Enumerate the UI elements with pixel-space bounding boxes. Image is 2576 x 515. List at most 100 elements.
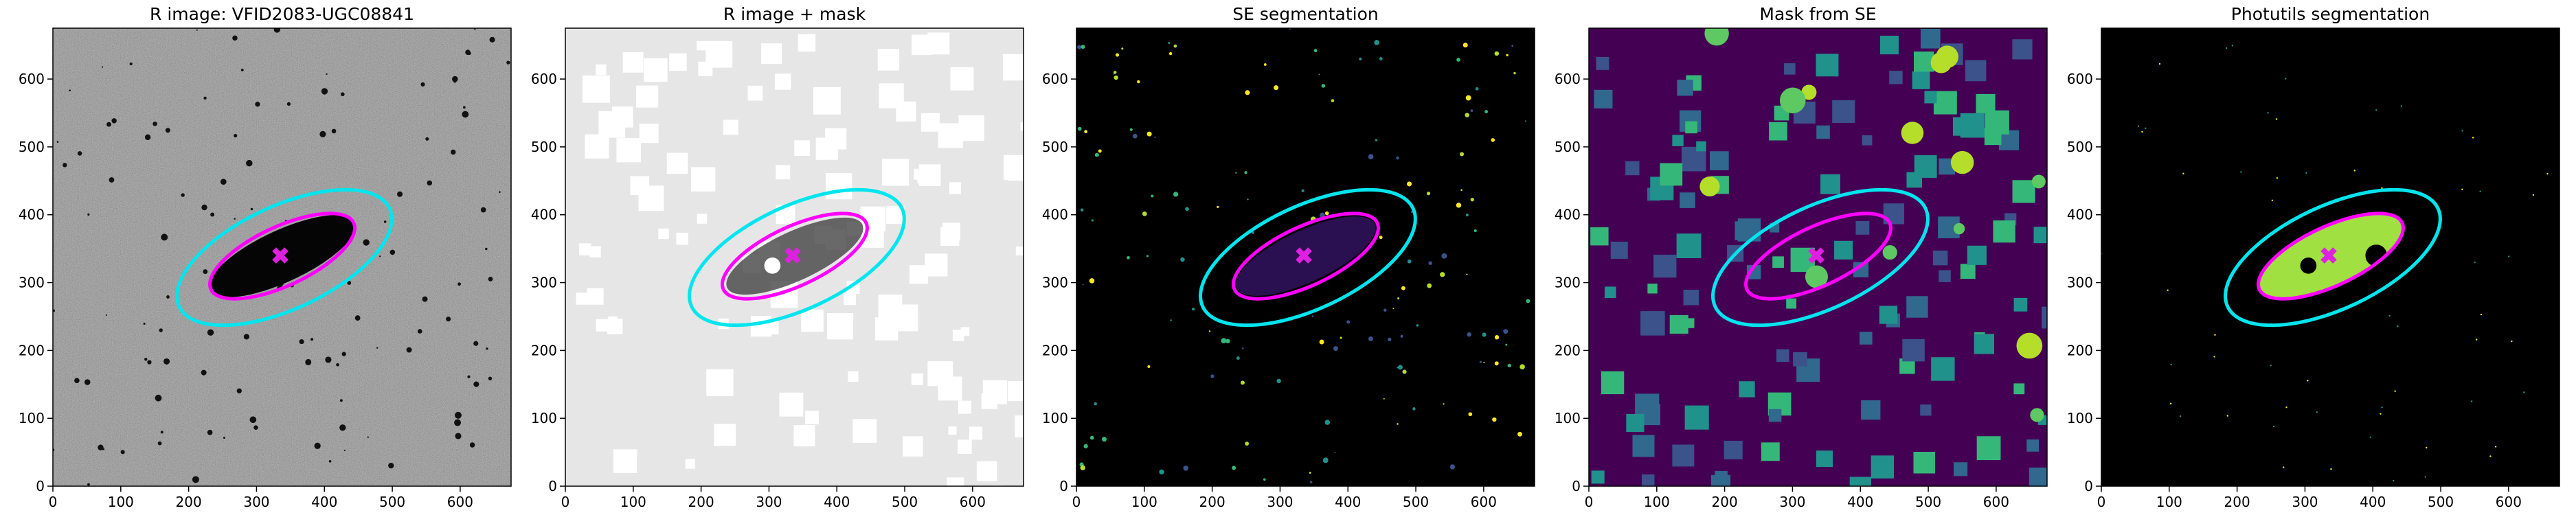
source [340, 92, 345, 97]
segment [2375, 108, 2377, 111]
mask-patch [1906, 296, 1928, 318]
mask-patch [690, 167, 716, 192]
segment [1482, 332, 1487, 337]
segment [2169, 402, 2172, 404]
mask-patch [1704, 28, 1729, 46]
segment [2426, 446, 2428, 449]
segment [1309, 481, 1313, 483]
segment [1244, 171, 1247, 174]
mask-patch [1015, 415, 1024, 437]
mask-patch [1933, 91, 1957, 115]
segment [1484, 110, 1489, 114]
source [201, 204, 207, 211]
mask-patch [1683, 289, 1699, 306]
source [111, 118, 117, 124]
y-tick-label: 100 [531, 410, 557, 426]
segment [2511, 340, 2513, 343]
source [250, 207, 253, 211]
segment [1094, 152, 1099, 157]
mask-patch [1871, 455, 1895, 479]
mask-patch [1710, 474, 1731, 486]
panel-title: Photutils segmentation [2231, 4, 2430, 24]
x-tick-label: 0 [1585, 494, 1594, 510]
segment [1507, 363, 1511, 368]
segment [1359, 57, 1362, 60]
mask-patch [1902, 339, 1925, 362]
segment [1127, 255, 1130, 260]
mask-patch [1920, 404, 1932, 416]
source [480, 207, 486, 213]
image [1589, 28, 2047, 486]
mask-patch [1680, 192, 1695, 208]
segment [1168, 42, 1171, 45]
segment [1115, 53, 1120, 57]
mask-patch [638, 185, 664, 211]
segment [1462, 43, 1468, 48]
source [457, 282, 462, 286]
source [455, 411, 462, 419]
y-tick-label: 500 [2067, 139, 2093, 155]
source [485, 247, 488, 251]
mask-patch [1020, 122, 1024, 131]
mask-patch [1677, 80, 1693, 96]
segment [1491, 138, 1495, 142]
segment [1170, 319, 1172, 321]
mask-patch [874, 317, 899, 341]
mask-patch [1696, 141, 1706, 152]
segment [1525, 120, 1527, 122]
segment [1346, 320, 1351, 324]
x-tick-label: 600 [1471, 494, 1497, 510]
mask-patch [1924, 91, 1937, 104]
mask-patch [826, 172, 852, 200]
segment [2137, 125, 2140, 127]
mask-patch [801, 309, 824, 332]
panel: R image: VFID2083-UGC08841 0 100 200 300 400 5… [19, 4, 512, 510]
y-tick-label: 100 [19, 410, 45, 426]
source [181, 193, 185, 197]
mask-patch [585, 134, 609, 159]
mask-patch [936, 361, 953, 379]
source [203, 96, 207, 100]
source [347, 281, 352, 285]
x-tick-label: 100 [1644, 494, 1670, 510]
source [286, 102, 291, 106]
axes-frame [1076, 27, 1535, 487]
segment [2470, 400, 2473, 402]
mask-patch [958, 439, 972, 454]
segment [1147, 365, 1151, 368]
segment [2182, 172, 2184, 174]
source [446, 317, 451, 322]
source [98, 444, 104, 450]
image [2101, 28, 2560, 486]
segment [1407, 259, 1412, 264]
center-marker [2320, 247, 2337, 264]
mask-patch [596, 64, 607, 76]
mask-patch [1805, 265, 1829, 288]
x-tick-label: 500 [1403, 494, 1429, 510]
mask-patch [775, 73, 791, 90]
mask-patch [938, 376, 962, 401]
x-tick-label: 300 [2292, 494, 2318, 510]
x-tick-label: 400 [2360, 494, 2386, 510]
segment [1440, 272, 1445, 277]
mask-patch [1784, 63, 1796, 75]
x-tick-label: 500 [379, 494, 405, 510]
mask-patch [1853, 262, 1869, 277]
mask-patch [764, 257, 781, 274]
source [467, 375, 471, 378]
source [234, 133, 238, 138]
segment [1321, 84, 1326, 88]
mask-patch [622, 52, 644, 73]
source [152, 122, 157, 126]
mask-patch [1879, 306, 1898, 324]
segment [2393, 479, 2395, 482]
aperture-ellipse [1199, 187, 1417, 328]
source [155, 394, 162, 402]
segment [1506, 54, 1509, 57]
source [453, 80, 457, 83]
segment [1383, 398, 1385, 400]
segment [1475, 87, 1479, 91]
x-tick-label: 200 [2224, 494, 2250, 510]
mask-patch [1724, 440, 1743, 459]
mask-patch [1984, 128, 2002, 146]
